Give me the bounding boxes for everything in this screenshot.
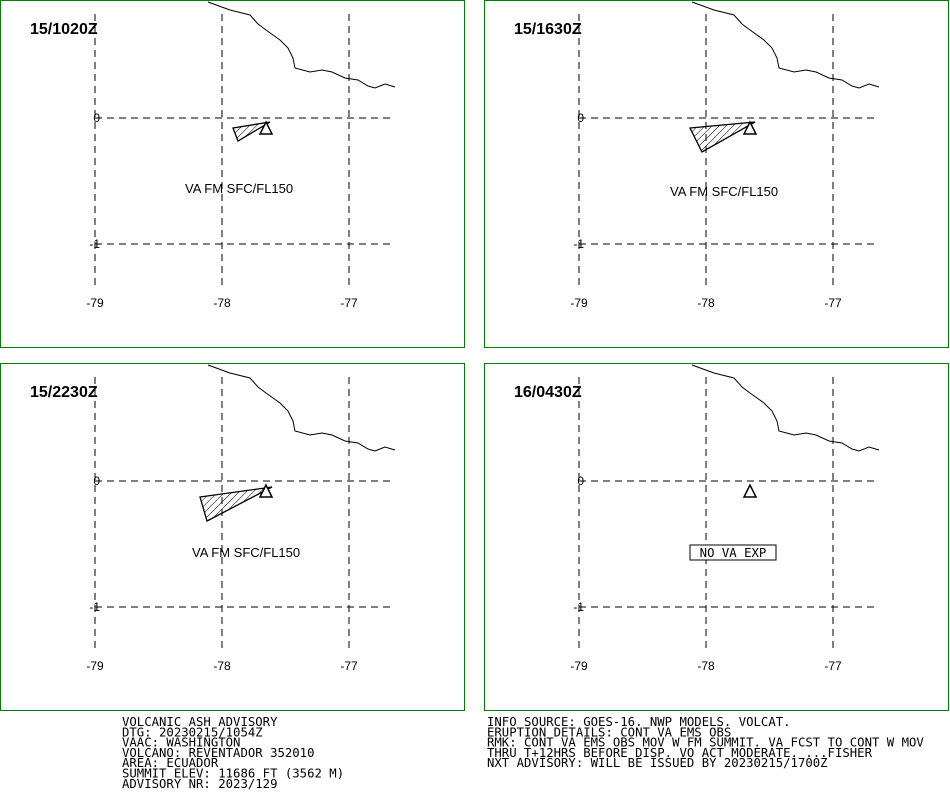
- advisory-line: DTG: 20230215/1054Z: [122, 725, 263, 739]
- lon-label: -78: [213, 296, 231, 310]
- volcano: [258, 120, 274, 135]
- volcano: [742, 483, 758, 498]
- advisory-line: SUMMIT ELEV: 11686 FT (3562 M): [122, 767, 344, 781]
- advisory-line: VOLCANIC ASH ADVISORY: [122, 715, 278, 729]
- advisory-line: VAAC: WASHINGTON: [122, 736, 240, 750]
- ash-label: VA FM SFC/FL150: [192, 545, 300, 560]
- panel-border: [484, 0, 949, 348]
- valid-time: 15/2230Z: [30, 384, 98, 401]
- ash-area: [199, 486, 273, 522]
- lat-label: -1: [89, 600, 100, 614]
- lon-label: -79: [570, 296, 588, 310]
- advisory-line: NXT ADVISORY: WILL BE ISSUED BY 20230215…: [487, 756, 828, 770]
- map-panel: -79 -78 -77 0 -1 15/1020Z VA FM SFC/FL150: [0, 0, 465, 348]
- panel-border: [0, 363, 465, 711]
- lat-label: -1: [573, 237, 584, 251]
- ash-area: [232, 121, 271, 142]
- lat-label: -1: [89, 237, 100, 251]
- map-panel: -79 -78 -77 0 -1 16/0430Z NO VA EXP: [484, 363, 949, 711]
- advisory-line: RMK: CONT VA EMS OBS MOV W FM SUMMIT. VA…: [487, 736, 924, 750]
- advisory-line: ADVISORY NR: 2023/129: [122, 777, 277, 791]
- lon-label: -79: [86, 296, 104, 310]
- lat-label: -1: [573, 600, 584, 614]
- lon-label: -79: [86, 659, 104, 673]
- ash-label: VA FM SFC/FL150: [670, 184, 778, 199]
- panel-border: [0, 0, 465, 348]
- map-panel: -79 -78 -77 0 -1 15/2230Z VA FM SFC/FL150: [0, 363, 465, 711]
- lat-label: 0: [577, 474, 584, 488]
- advisory-line: VOLCANO: REVENTADOR 352010: [122, 746, 315, 760]
- lon-label: -78: [697, 659, 715, 673]
- coastline: [207, 364, 396, 452]
- lon-label: -79: [570, 659, 588, 673]
- volcano: [258, 483, 274, 498]
- ash-label: NO VA EXP: [700, 546, 767, 560]
- valid-time: 15/1630Z: [514, 21, 582, 38]
- lon-label: -77: [824, 296, 842, 310]
- map-panel: -79 -78 -77 0 -1 15/1630Z VA FM SFC/FL150: [484, 0, 949, 348]
- advisory-line: THRU T+12HRS BEFORE DISP. VO ACT MODERAT…: [487, 746, 873, 760]
- ash-area: [688, 121, 756, 153]
- lat-label: 0: [93, 474, 100, 488]
- lon-label: -77: [340, 296, 358, 310]
- valid-time: 15/1020Z: [30, 21, 98, 38]
- ash-label: VA FM SFC/FL150: [185, 181, 293, 196]
- advisory-line: AREA: ECUADOR: [122, 756, 219, 770]
- advisory-line: INFO SOURCE: GOES-16. NWP MODELS. VOLCAT…: [487, 715, 791, 729]
- coastline: [691, 1, 880, 89]
- label-box: [689, 544, 777, 561]
- coastline: [207, 1, 396, 89]
- lon-label: -78: [213, 659, 231, 673]
- valid-time: 16/0430Z: [514, 384, 582, 401]
- lon-label: -77: [824, 659, 842, 673]
- lon-label: -77: [340, 659, 358, 673]
- volcano: [742, 120, 758, 135]
- advisory-line: ERUPTION DETAILS: CONT VA EMS OBS: [487, 725, 731, 739]
- lat-label: 0: [577, 111, 584, 125]
- coastline: [691, 364, 880, 452]
- lat-label: 0: [93, 111, 100, 125]
- panel-border: [484, 363, 949, 711]
- lon-label: -78: [697, 296, 715, 310]
